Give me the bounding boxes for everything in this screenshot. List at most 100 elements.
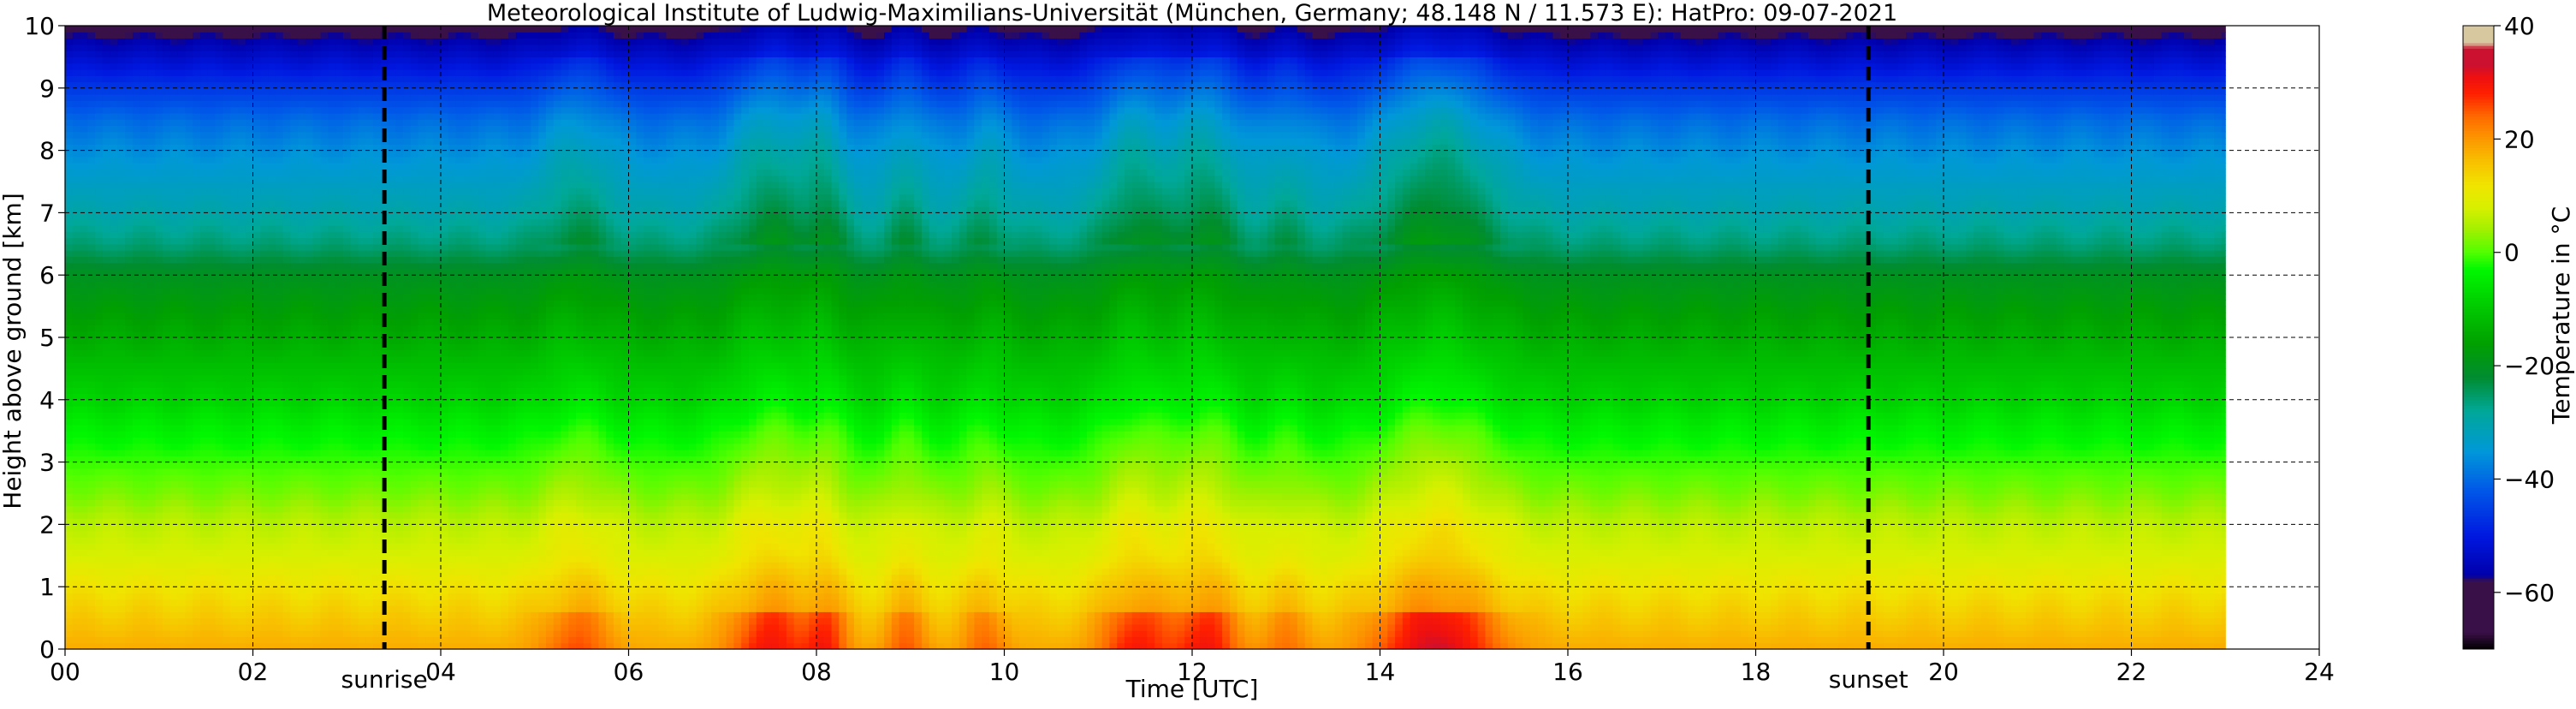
heatmap-cell <box>178 468 186 475</box>
heatmap-cell <box>95 450 103 456</box>
heatmap-cell <box>208 493 216 500</box>
heatmap-cell <box>65 88 73 95</box>
heatmap-cell <box>253 506 261 513</box>
heatmap-cell <box>208 194 216 201</box>
heatmap-cell <box>306 562 313 569</box>
heatmap-cell <box>110 618 118 625</box>
heatmap-cell <box>103 107 110 114</box>
heatmap-cell <box>140 618 148 625</box>
heatmap-cell <box>140 462 148 469</box>
heatmap-cell <box>365 206 373 213</box>
heatmap-cell <box>246 313 253 319</box>
heatmap-cell <box>95 587 103 593</box>
heatmap-cell <box>193 263 200 270</box>
heatmap-cell <box>335 356 343 363</box>
heatmap-cell <box>193 480 200 487</box>
heatmap-cell <box>358 480 365 487</box>
heatmap-cell <box>238 568 246 575</box>
heatmap-cell <box>170 337 178 344</box>
heatmap-cell <box>389 425 396 432</box>
heatmap-cell <box>140 307 148 313</box>
heatmap-cell <box>178 39 186 45</box>
heatmap-cell <box>103 125 110 132</box>
heatmap-cell <box>283 512 291 519</box>
heatmap-cell <box>103 431 110 438</box>
heatmap-cell <box>80 618 88 625</box>
heatmap-cell <box>313 69 321 76</box>
heatmap-cell <box>178 630 186 637</box>
heatmap-cell <box>65 518 73 525</box>
heatmap-cell <box>193 231 200 238</box>
heatmap-cell <box>95 493 103 500</box>
heatmap-cell <box>73 593 80 599</box>
heatmap-cell <box>358 593 365 599</box>
heatmap-cell <box>125 69 133 76</box>
heatmap-cell <box>335 94 343 101</box>
heatmap-cell <box>73 225 80 232</box>
heatmap-cell <box>223 550 230 557</box>
heatmap-cell <box>246 144 253 151</box>
heatmap-cell <box>185 212 193 219</box>
heatmap-cell <box>95 176 103 182</box>
heatmap-cell <box>193 182 200 188</box>
heatmap-cell <box>298 188 306 194</box>
heatmap-cell <box>253 275 261 282</box>
heatmap-cell <box>103 575 110 581</box>
heatmap-cell <box>283 412 291 419</box>
heatmap-cell <box>125 82 133 89</box>
heatmap-cell <box>328 556 335 563</box>
heatmap-cell <box>148 599 156 606</box>
heatmap-cell <box>87 250 95 257</box>
heatmap-cell <box>260 394 268 401</box>
heatmap-cell <box>95 206 103 213</box>
heatmap-cell <box>351 313 359 319</box>
heatmap-cell <box>95 300 103 307</box>
heatmap-cell <box>216 568 223 575</box>
heatmap-cell <box>73 611 80 618</box>
heatmap-cell <box>373 543 381 550</box>
heatmap-cell <box>87 512 95 519</box>
heatmap-cell <box>163 480 170 487</box>
heatmap-cell <box>65 636 73 643</box>
heatmap-cell <box>185 550 193 557</box>
heatmap-cell <box>290 206 298 213</box>
heatmap-cell <box>148 611 156 618</box>
heatmap-cell <box>140 275 148 282</box>
heatmap-cell <box>358 32 365 39</box>
heatmap-cell <box>306 319 313 325</box>
heatmap-cell <box>343 356 351 363</box>
heatmap-cell <box>170 94 178 101</box>
heatmap-cell <box>373 307 381 313</box>
heatmap-cell <box>351 331 359 338</box>
heatmap-cell <box>155 425 163 432</box>
heatmap-cell <box>170 550 178 557</box>
heatmap-cell <box>95 325 103 331</box>
heatmap-cell <box>260 444 268 450</box>
heatmap-cell <box>208 144 216 151</box>
heatmap-cell <box>103 556 110 563</box>
heatmap-cell <box>373 119 381 126</box>
heatmap-cell <box>125 75 133 82</box>
heatmap-cell <box>163 132 170 139</box>
heatmap-cell <box>223 169 230 176</box>
heatmap-cell <box>163 368 170 375</box>
heatmap-cell <box>313 474 321 481</box>
heatmap-cell <box>185 568 193 575</box>
heatmap-cell <box>200 599 208 606</box>
heatmap-cell <box>163 169 170 176</box>
heatmap-cell <box>148 319 156 325</box>
heatmap-cell <box>335 212 343 219</box>
heatmap-cell <box>328 157 335 164</box>
heatmap-cell <box>335 51 343 57</box>
heatmap-cell <box>238 400 246 407</box>
heatmap-cell <box>260 119 268 126</box>
heatmap-cell <box>373 200 381 207</box>
heatmap-cell <box>343 518 351 525</box>
heatmap-cell <box>283 568 291 575</box>
heatmap-cell <box>358 151 365 158</box>
heatmap-cell <box>335 26 343 33</box>
heatmap-cell <box>95 107 103 114</box>
heatmap-cell <box>216 107 223 114</box>
heatmap-cell <box>276 419 283 426</box>
heatmap-cell <box>328 356 335 363</box>
